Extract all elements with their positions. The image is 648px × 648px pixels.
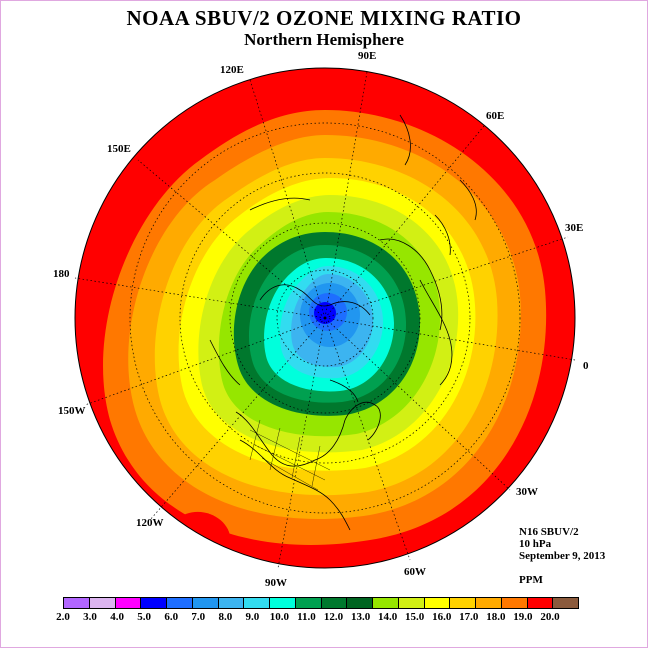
legend-tick-label: 8.0 <box>218 611 233 623</box>
map-boundary <box>74 67 576 569</box>
contour-bands <box>75 68 575 568</box>
legend-tick-label: 3.0 <box>83 611 97 623</box>
state-borders <box>249 419 331 491</box>
legend-tick-label: 18.0 <box>486 611 506 623</box>
lon-label-150e: 150E <box>107 143 131 155</box>
legend-swatch <box>321 598 348 608</box>
legend-swatch <box>527 598 554 608</box>
lon-label-90w: 90W <box>265 577 287 589</box>
legend-swatch <box>347 598 373 608</box>
lon-label-120w: 120W <box>136 517 164 529</box>
lon-label-30w: 30W <box>516 486 538 498</box>
band-19-lobe-east <box>539 200 569 256</box>
color-legend <box>63 597 579 609</box>
info-units: PPM <box>519 574 543 586</box>
legend-swatch <box>89 598 116 608</box>
legend-tick-label: 11.0 <box>297 611 316 623</box>
legend-swatch <box>270 598 296 608</box>
legend-tick-label: 13.0 <box>350 611 371 623</box>
legend-swatch <box>141 598 167 608</box>
legend-tick-label: 12.0 <box>323 611 344 623</box>
legend-swatch <box>476 598 502 608</box>
legend-tick-label: 5.0 <box>137 611 152 623</box>
legend-tick-labels: 2.0 3.0 4.0 5.0 6.0 7.0 8.0 9.0 10.0 11.0 12.0 13.0… <box>56 611 577 625</box>
lon-label-30e: 30E <box>565 222 584 234</box>
legend-swatch <box>398 598 425 608</box>
lon-label-60e: 60E <box>486 110 505 122</box>
legend-tick-label: 19.0 <box>513 611 533 623</box>
legend-tick-label: 14.0 <box>378 611 398 623</box>
lon-label-120e: 120E <box>220 64 244 76</box>
legend-tick-label: 7.0 <box>191 611 206 623</box>
coastlines <box>209 114 477 531</box>
legend-swatch <box>553 598 578 608</box>
legend-swatch <box>295 598 322 608</box>
info-instrument: N16 SBUV/2 <box>519 526 579 538</box>
chart-title: NOAA SBUV/2 OZONE MIXING RATIO <box>126 6 522 30</box>
lon-label-180: 180 <box>53 268 70 280</box>
legend-tick-label: 17.0 <box>459 611 479 623</box>
legend-swatch <box>115 598 142 608</box>
legend-swatch <box>218 598 245 608</box>
chart-subtitle: Northern Hemisphere <box>244 30 404 49</box>
legend-tick-label: 2.0 <box>56 611 70 623</box>
legend-swatch <box>373 598 399 608</box>
latitude-circles <box>129 122 521 514</box>
legend-tick-label: 15.0 <box>405 611 425 623</box>
meridians <box>74 71 576 569</box>
legend-swatch <box>424 598 451 608</box>
legend-swatch <box>450 598 476 608</box>
legend-tick-label: 9.0 <box>245 611 260 623</box>
info-date: September 9, 2013 <box>519 550 606 562</box>
legend-tick-label: 16.0 <box>432 611 452 623</box>
info-pressure: 10 hPa <box>519 538 552 550</box>
legend-swatch <box>167 598 193 608</box>
lon-label-0: 0 <box>583 360 589 372</box>
legend-swatch <box>192 598 219 608</box>
legend-tick-label: 6.0 <box>164 611 179 623</box>
legend-tick-label: 20.0 <box>540 611 560 623</box>
legend-swatch <box>64 598 90 608</box>
lon-label-60w: 60W <box>404 566 426 578</box>
lon-label-90e: 90E <box>358 50 377 62</box>
band-5 <box>314 302 336 324</box>
legend-swatch <box>244 598 270 608</box>
legend-swatch <box>501 598 528 608</box>
legend-tick-label: 4.0 <box>110 611 124 623</box>
legend-tick-label: 10.0 <box>269 611 290 623</box>
lon-label-150w: 150W <box>58 405 86 417</box>
